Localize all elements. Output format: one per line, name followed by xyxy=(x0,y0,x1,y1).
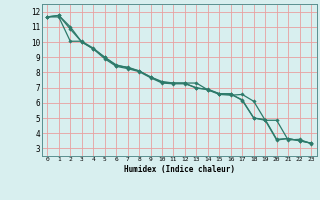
X-axis label: Humidex (Indice chaleur): Humidex (Indice chaleur) xyxy=(124,165,235,174)
